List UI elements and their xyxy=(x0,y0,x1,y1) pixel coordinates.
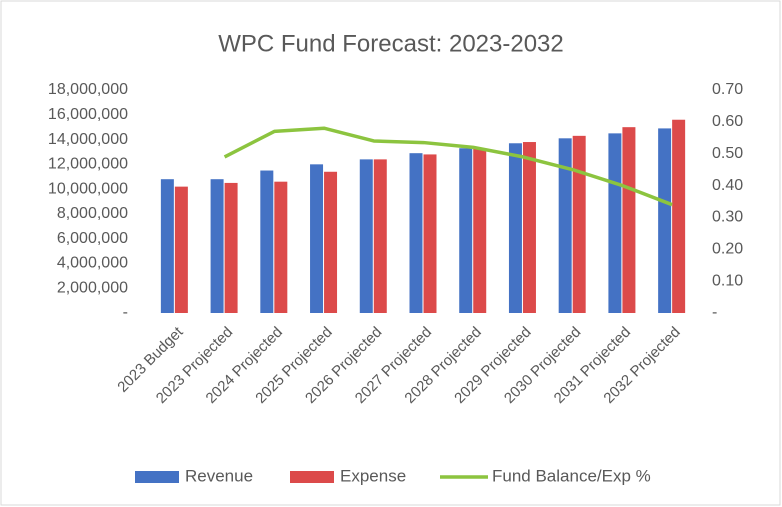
y-tick-label: - xyxy=(123,304,128,321)
y-tick-label: 16,000,000 xyxy=(48,106,128,123)
bar xyxy=(459,148,473,313)
bar xyxy=(658,128,672,313)
chart-title: WPC Fund Forecast: 2023-2032 xyxy=(218,30,564,57)
y-tick-label: 0.20 xyxy=(712,241,743,258)
y-tick-label: 8,000,000 xyxy=(57,205,128,222)
bar xyxy=(274,181,288,313)
bar xyxy=(373,159,387,313)
y-tick-label: 10,000,000 xyxy=(48,180,128,197)
legend-swatch xyxy=(135,471,179,483)
bar xyxy=(160,179,174,313)
y-tick-label: 0.10 xyxy=(712,272,743,289)
legend-label: Fund Balance/Exp % xyxy=(492,466,651,485)
y-tick-label: 0.50 xyxy=(712,145,743,162)
y-tick-label: 2,000,000 xyxy=(57,279,128,296)
bar xyxy=(622,127,636,314)
bar xyxy=(324,171,338,313)
y-tick-label: - xyxy=(712,304,717,321)
legend-swatch xyxy=(290,471,334,483)
y-tick-label: 0.40 xyxy=(712,177,743,194)
bar xyxy=(608,133,622,313)
y-tick-label: 18,000,000 xyxy=(48,81,128,98)
y-tick-label: 0.30 xyxy=(712,209,743,226)
y-tick-label: 4,000,000 xyxy=(57,255,128,272)
y-tick-label: 6,000,000 xyxy=(57,230,128,247)
bar xyxy=(423,154,437,313)
bar xyxy=(310,164,324,313)
y-tick-label: 12,000,000 xyxy=(48,156,128,173)
y-tick-label: 0.70 xyxy=(712,81,743,98)
bar xyxy=(174,186,188,313)
bar xyxy=(473,148,487,313)
bar xyxy=(260,170,274,313)
bar xyxy=(522,142,536,313)
bar xyxy=(409,153,423,313)
legend-label: Expense xyxy=(340,466,406,485)
y-tick-label: 0.60 xyxy=(712,113,743,130)
bar xyxy=(210,179,224,313)
bar xyxy=(558,138,572,313)
y-tick-label: 14,000,000 xyxy=(48,131,128,148)
bar xyxy=(359,159,373,313)
bar xyxy=(224,182,238,313)
line xyxy=(223,126,673,207)
bar xyxy=(508,143,522,313)
bar xyxy=(572,135,586,313)
bar xyxy=(672,119,686,313)
legend-label: Revenue xyxy=(185,466,253,485)
